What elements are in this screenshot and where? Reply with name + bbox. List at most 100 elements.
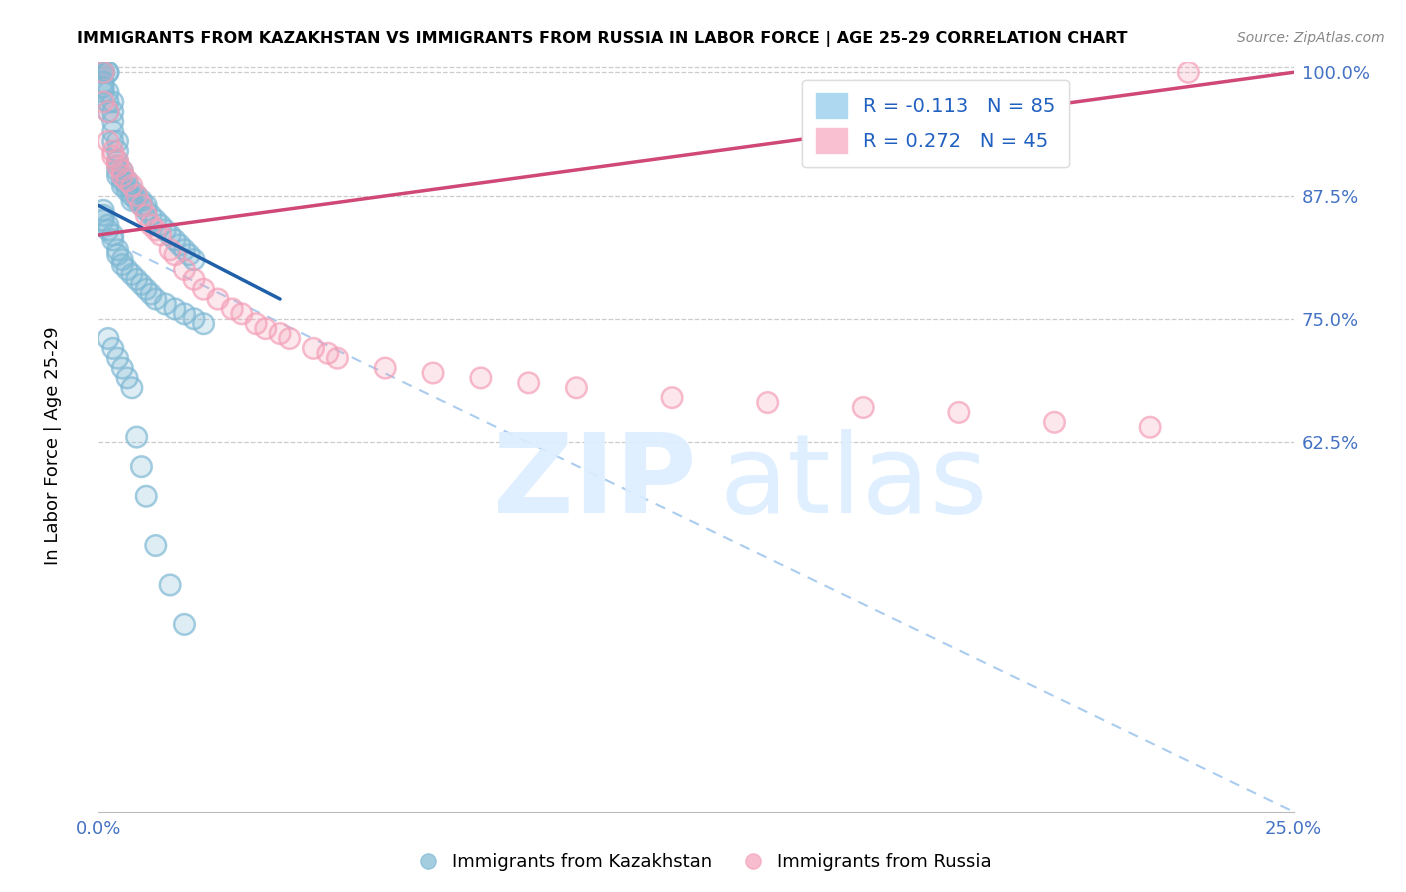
Point xyxy=(517,376,540,390)
Point xyxy=(131,198,153,212)
Point xyxy=(101,114,124,128)
Point xyxy=(374,361,396,376)
Point xyxy=(101,144,124,158)
Point xyxy=(115,174,138,188)
Text: Source: ZipAtlas.com: Source: ZipAtlas.com xyxy=(1237,31,1385,45)
Point xyxy=(125,188,148,202)
Point xyxy=(163,233,186,247)
Point xyxy=(107,169,129,183)
Point xyxy=(107,164,129,178)
Point xyxy=(91,65,114,79)
Point xyxy=(179,248,201,262)
Point xyxy=(97,65,120,79)
Point xyxy=(125,272,148,286)
Point xyxy=(111,252,134,267)
Point xyxy=(97,104,120,119)
Point xyxy=(91,65,114,79)
Point xyxy=(121,381,143,395)
Point xyxy=(121,178,143,193)
Point xyxy=(107,169,129,183)
Point xyxy=(169,237,191,252)
Point xyxy=(422,366,444,380)
Point xyxy=(163,301,186,316)
Point xyxy=(115,178,138,193)
Point xyxy=(91,85,114,99)
Point xyxy=(101,342,124,356)
Point xyxy=(139,218,162,232)
Point xyxy=(135,282,157,296)
Point xyxy=(97,65,120,79)
Point xyxy=(145,292,167,306)
Point xyxy=(115,184,138,198)
Point xyxy=(422,366,444,380)
Point xyxy=(163,248,186,262)
Point xyxy=(107,154,129,169)
Point xyxy=(97,95,120,109)
Point xyxy=(125,272,148,286)
Point xyxy=(135,489,157,503)
Point xyxy=(101,149,124,163)
Point xyxy=(221,301,243,316)
Point xyxy=(269,326,291,341)
Point xyxy=(121,188,143,202)
Point xyxy=(111,252,134,267)
Point xyxy=(107,159,129,173)
Point xyxy=(183,272,205,286)
Point xyxy=(145,292,167,306)
Point xyxy=(97,134,120,148)
Point xyxy=(207,292,229,306)
Point xyxy=(193,317,215,331)
Point xyxy=(179,248,201,262)
Point xyxy=(107,144,129,158)
Point xyxy=(1043,415,1066,429)
Point xyxy=(111,169,134,183)
Point xyxy=(101,104,124,119)
Point xyxy=(163,233,186,247)
Point xyxy=(91,65,114,79)
Point xyxy=(97,104,120,119)
Point xyxy=(269,326,291,341)
Point xyxy=(107,134,129,148)
Point xyxy=(111,174,134,188)
Point xyxy=(756,395,779,409)
Point xyxy=(111,178,134,193)
Point xyxy=(565,381,588,395)
Point xyxy=(91,213,114,227)
Point xyxy=(131,277,153,292)
Point xyxy=(91,213,114,227)
Point xyxy=(1177,65,1199,79)
Point xyxy=(173,617,195,632)
Point xyxy=(231,307,253,321)
Point xyxy=(1177,65,1199,79)
Point xyxy=(97,218,120,232)
Point xyxy=(111,174,134,188)
Text: In Labor Force | Age 25-29: In Labor Force | Age 25-29 xyxy=(45,326,62,566)
Point xyxy=(115,371,138,385)
Point xyxy=(97,104,120,119)
Point xyxy=(125,188,148,202)
Point xyxy=(97,65,120,79)
Point xyxy=(193,282,215,296)
Point xyxy=(155,297,177,311)
Point xyxy=(183,311,205,326)
Point xyxy=(111,361,134,376)
Legend: R = -0.113   N = 85, R = 0.272   N = 45: R = -0.113 N = 85, R = 0.272 N = 45 xyxy=(803,79,1069,167)
Point xyxy=(107,351,129,366)
Point xyxy=(661,391,683,405)
Point xyxy=(97,331,120,345)
Point xyxy=(107,159,129,173)
Point xyxy=(91,65,114,79)
Point xyxy=(470,371,492,385)
Point xyxy=(91,80,114,95)
Point xyxy=(107,243,129,257)
Point xyxy=(91,203,114,218)
Point xyxy=(91,65,114,79)
Point xyxy=(852,401,875,415)
Point xyxy=(173,243,195,257)
Text: IMMIGRANTS FROM KAZAKHSTAN VS IMMIGRANTS FROM RUSSIA IN LABOR FORCE | AGE 25-29 : IMMIGRANTS FROM KAZAKHSTAN VS IMMIGRANTS… xyxy=(77,31,1128,47)
Point xyxy=(193,317,215,331)
Point xyxy=(101,104,124,119)
Point xyxy=(131,198,153,212)
Point xyxy=(121,184,143,198)
Point xyxy=(101,149,124,163)
